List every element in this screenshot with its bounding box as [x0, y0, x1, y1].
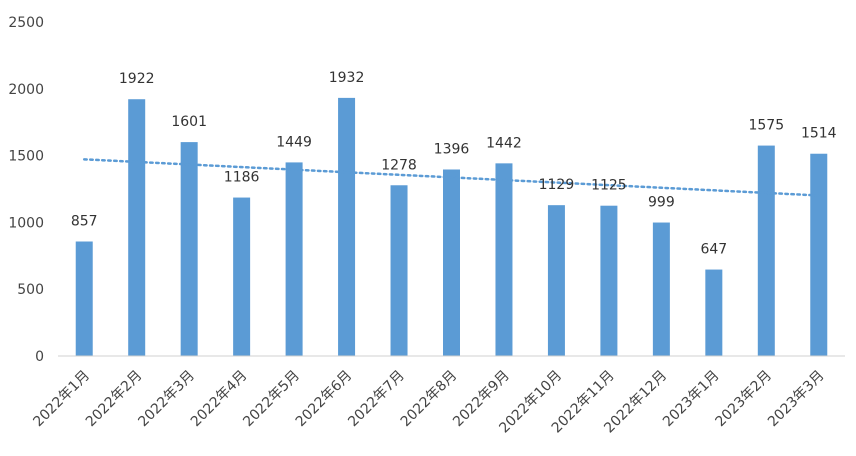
data-label: 1449 — [276, 134, 312, 150]
data-label: 1442 — [486, 135, 522, 151]
x-tick-label: 2023年3月 — [765, 368, 828, 431]
data-label: 1575 — [748, 118, 784, 134]
data-label: 999 — [648, 195, 675, 211]
bar — [652, 222, 670, 356]
bar — [338, 97, 356, 356]
bar — [757, 145, 775, 356]
bar — [180, 142, 198, 356]
data-label: 1601 — [171, 114, 207, 130]
data-label: 647 — [700, 242, 727, 258]
bar — [810, 153, 828, 356]
bar — [285, 162, 303, 356]
bar — [443, 169, 460, 356]
data-label: 1922 — [119, 71, 155, 87]
y-tick-label: 2000 — [8, 82, 44, 98]
bar — [233, 197, 251, 356]
y-tick-label: 0 — [35, 349, 44, 365]
data-label: 1186 — [224, 170, 260, 186]
y-tick-label: 500 — [17, 282, 44, 298]
bars — [75, 97, 828, 356]
x-axis-ticks: 2022年1月2022年2月2022年3月2022年4月2022年5月2022年… — [30, 368, 827, 437]
data-label: 857 — [71, 214, 98, 230]
data-label: 1514 — [801, 126, 837, 142]
y-tick-label: 1500 — [8, 149, 44, 165]
bar — [600, 205, 618, 356]
y-axis-ticks: 0 500 1000 1500 2000 2500 — [8, 15, 44, 365]
bar — [705, 269, 723, 356]
data-label: 1125 — [591, 178, 627, 194]
bar — [390, 185, 408, 356]
y-tick-label: 2500 — [8, 15, 44, 31]
trendline-path — [82, 158, 821, 197]
y-tick-label: 1000 — [8, 215, 44, 231]
bar — [128, 99, 146, 356]
data-label: 1278 — [381, 157, 417, 173]
data-labels: 857 1922 1601 1186 1449 1932 1278 1396 1442 1129 1… — [71, 70, 837, 258]
bar — [495, 163, 513, 356]
bar — [75, 241, 93, 356]
data-label: 1932 — [329, 70, 365, 86]
bar — [547, 205, 565, 356]
data-label: 1129 — [539, 177, 575, 193]
data-label: 1396 — [434, 141, 470, 157]
trendline — [82, 158, 821, 197]
